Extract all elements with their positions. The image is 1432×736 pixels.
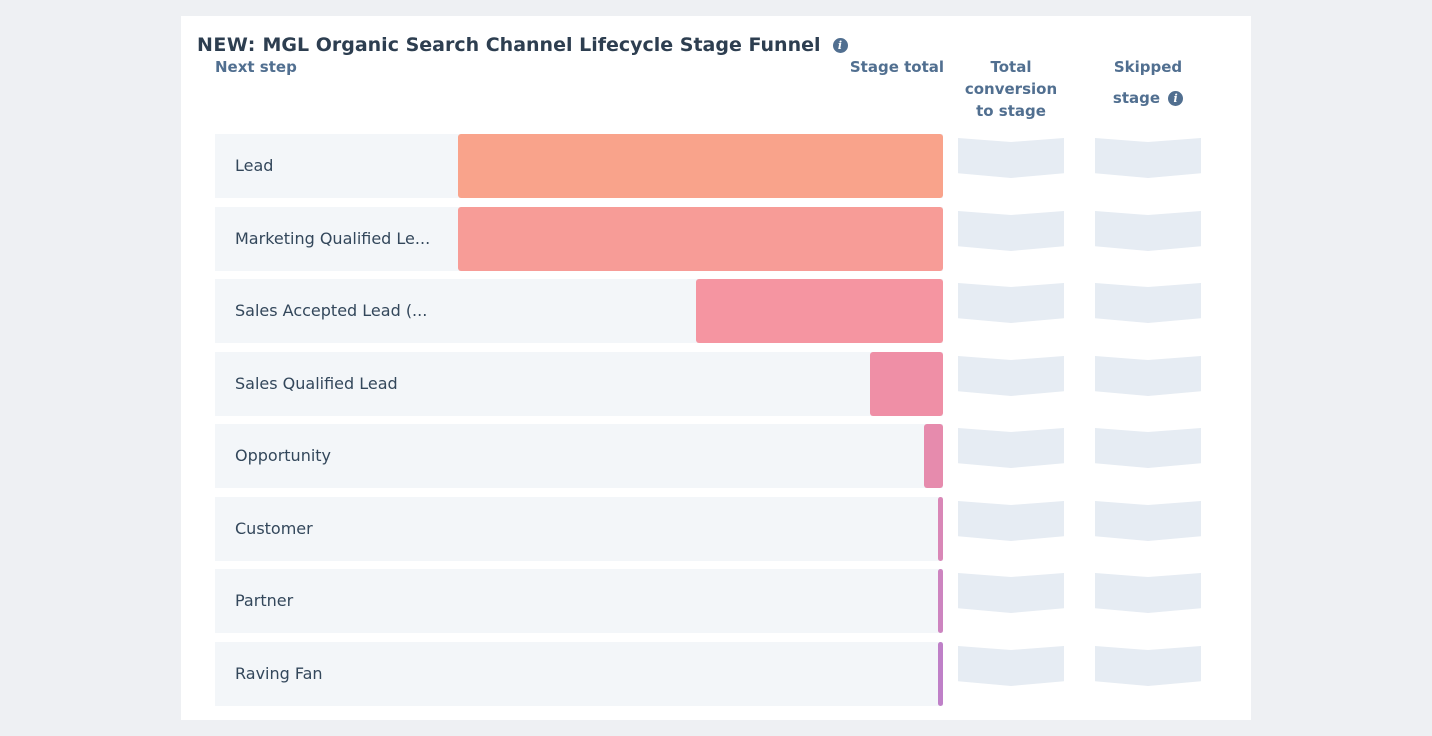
info-icon[interactable]: i bbox=[832, 37, 848, 53]
funnel-bar[interactable] bbox=[938, 569, 943, 633]
skipped-stage-cell bbox=[1095, 138, 1201, 178]
total-conversion-cell bbox=[958, 646, 1064, 686]
total-conversion-cell bbox=[958, 138, 1064, 178]
column-header-total-conversion: Total conversion to stage bbox=[964, 58, 1058, 120]
total-conversion-cell bbox=[958, 356, 1064, 396]
column-header-skipped-stage: Skipped stage i bbox=[1112, 58, 1184, 107]
skipped-stage-cell bbox=[1095, 211, 1201, 251]
funnel-row[interactable]: Opportunity bbox=[215, 424, 943, 488]
funnel-row[interactable]: Customer bbox=[215, 497, 943, 561]
funnel-row-label: Sales Qualified Lead bbox=[235, 374, 398, 393]
total-conversion-cell bbox=[958, 573, 1064, 613]
funnel-row[interactable]: Partner bbox=[215, 569, 943, 633]
funnel-bar[interactable] bbox=[870, 352, 943, 416]
funnel-row-label: Raving Fan bbox=[235, 664, 323, 683]
total-conversion-cell bbox=[958, 283, 1064, 323]
funnel-report-card: NEW: MGL Organic Search Channel Lifecycl… bbox=[181, 16, 1251, 720]
funnel-row-label: Customer bbox=[235, 519, 313, 538]
funnel-row[interactable]: Raving Fan bbox=[215, 642, 943, 706]
funnel-bar[interactable] bbox=[458, 134, 943, 198]
column-header-next-step: Next step bbox=[215, 58, 297, 76]
funnel-row[interactable]: Sales Qualified Lead bbox=[215, 352, 943, 416]
funnel-bar[interactable] bbox=[924, 424, 943, 488]
funnel-bar[interactable] bbox=[696, 279, 943, 343]
title-prefix: NEW: bbox=[197, 34, 256, 56]
skipped-stage-cell bbox=[1095, 428, 1201, 468]
funnel-row-label: Marketing Qualified Le... bbox=[235, 229, 431, 248]
funnel-row[interactable]: Sales Accepted Lead (... bbox=[215, 279, 943, 343]
skipped-stage-cell bbox=[1095, 283, 1201, 323]
funnel-bar[interactable] bbox=[458, 207, 943, 271]
funnel-row[interactable]: Lead bbox=[215, 134, 943, 198]
total-conversion-cell bbox=[958, 428, 1064, 468]
skipped-stage-cell bbox=[1095, 501, 1201, 541]
total-conversion-cell bbox=[958, 211, 1064, 251]
funnel-bar[interactable] bbox=[938, 497, 943, 561]
skipped-info-icon[interactable]: i bbox=[1168, 90, 1184, 106]
funnel-bar[interactable] bbox=[938, 642, 943, 706]
funnel-row-label: Opportunity bbox=[235, 446, 332, 465]
skipped-stage-cell bbox=[1095, 573, 1201, 613]
funnel-row-label: Sales Accepted Lead (... bbox=[235, 301, 428, 320]
funnel-row-label: Lead bbox=[235, 156, 274, 175]
total-conversion-cell bbox=[958, 501, 1064, 541]
column-header-stage-total: Stage total bbox=[849, 58, 944, 76]
skipped-stage-cell bbox=[1095, 646, 1201, 686]
funnel-row[interactable]: Marketing Qualified Le... bbox=[215, 207, 943, 271]
report-title: NEW: MGL Organic Search Channel Lifecycl… bbox=[197, 34, 848, 56]
title-text: MGL Organic Search Channel Lifecycle Sta… bbox=[262, 34, 821, 56]
skipped-stage-cell bbox=[1095, 356, 1201, 396]
funnel-row-label: Partner bbox=[235, 591, 294, 610]
